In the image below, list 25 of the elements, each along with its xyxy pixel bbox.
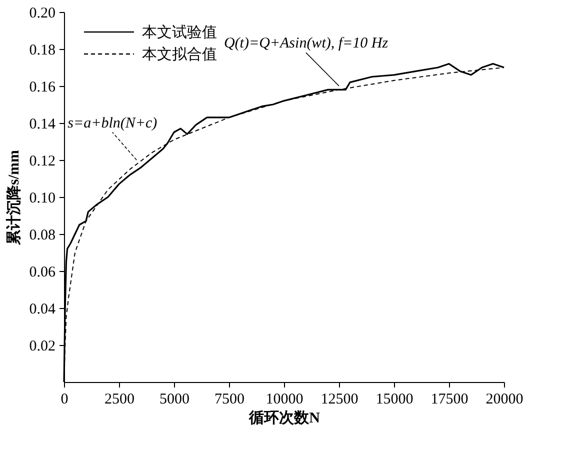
x-tick-label: 5000 (160, 392, 190, 408)
y-tick-label: 0.02 (29, 338, 56, 354)
y-tick-label: 0.12 (29, 154, 56, 170)
x-tick-label: 2500 (104, 392, 134, 408)
legend-label: 本文拟合值 (142, 46, 217, 63)
x-tick-label: 12500 (320, 392, 358, 408)
y-tick-label: 0.06 (29, 264, 56, 280)
x-tick-label: 15000 (376, 392, 414, 408)
x-tick-label: 0 (60, 392, 68, 408)
y-tick-label: 0.14 (29, 116, 56, 132)
legend-label: 本文试验值 (142, 24, 217, 41)
y-tick-label: 0.16 (29, 80, 56, 96)
y-tick-label: 0.04 (29, 302, 56, 318)
y-tick-label: 0.20 (29, 6, 56, 22)
y-tick-label: 0.08 (29, 228, 56, 244)
annotation: Q(t)=Q+Asin(wt), f=10 Hz (224, 36, 388, 52)
x-tick-label: 17500 (430, 392, 468, 408)
x-tick-label: 7500 (214, 392, 244, 408)
y-tick-label: 0.18 (29, 42, 56, 58)
annotation: s=a+bln(N+c) (68, 115, 158, 132)
y-tick-label: 0.10 (29, 190, 56, 206)
y-axis-title: 累计沉降s/mm (5, 150, 22, 246)
x-tick-label: 20000 (486, 392, 524, 408)
x-axis-title: 循环次数N (248, 410, 320, 426)
x-tick-label: 10000 (266, 392, 304, 408)
